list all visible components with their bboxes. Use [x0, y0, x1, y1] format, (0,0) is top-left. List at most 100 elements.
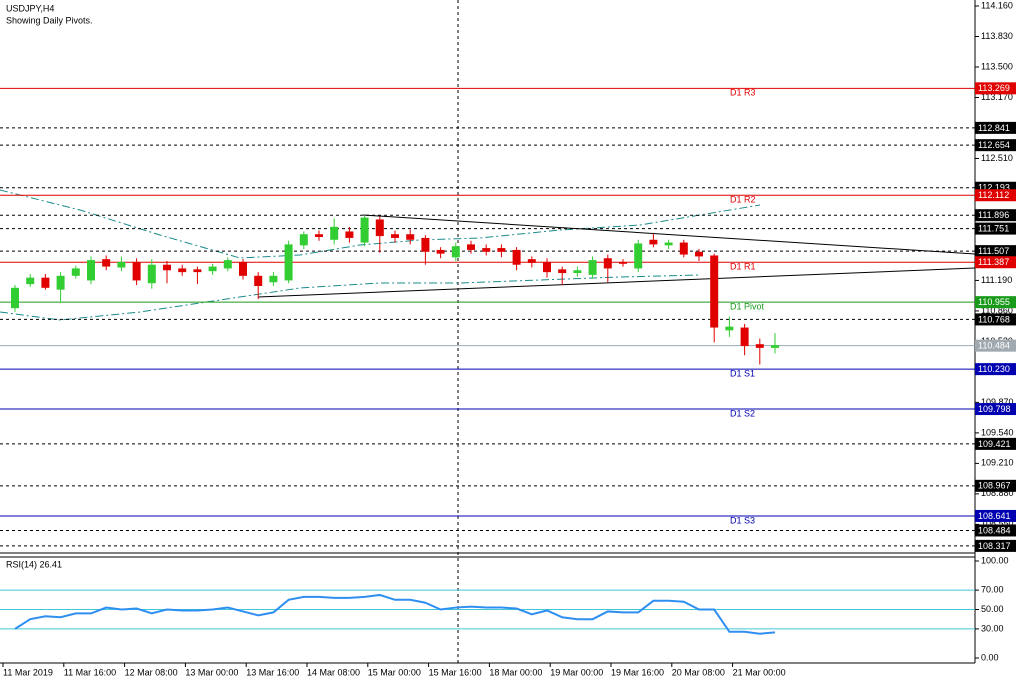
trend-line: [257, 267, 976, 298]
candle-body: [345, 231, 354, 238]
y-tick-label: 113.170: [981, 92, 1013, 102]
pivot-name: D1 S2: [730, 408, 755, 418]
x-tick-label: 15 Mar 16:00: [429, 667, 482, 677]
price-label: 110.484: [978, 341, 1010, 351]
candle-body: [117, 261, 126, 268]
price-label: 111.387: [978, 257, 1009, 267]
candle-body: [436, 249, 445, 254]
rsi-tick-label: 30.00: [981, 623, 1004, 633]
candle-body: [315, 234, 323, 237]
price-label-box: [975, 222, 1016, 235]
candle-body: [588, 260, 597, 275]
candle-body: [695, 251, 703, 257]
price-label: 110.230: [978, 364, 1010, 374]
x-tick-label: 11 Mar 16:00: [64, 667, 116, 677]
candle-body: [132, 261, 141, 281]
candle-body: [771, 345, 779, 348]
candle-body: [755, 344, 764, 348]
candle-body: [543, 261, 551, 273]
price-label-box: [975, 339, 1016, 352]
candle-body: [664, 242, 673, 246]
rsi-title: RSI(14) 26.41: [6, 559, 62, 569]
rsi-line: [14, 593, 776, 635]
price-label: 111.507: [978, 246, 1009, 256]
y-tick-label: 114.160: [981, 0, 1013, 10]
y-tick-label: 109.540: [981, 427, 1014, 437]
y-tick-label: 109.870: [981, 397, 1014, 407]
x-tick-label: 21 Mar 00:00: [733, 667, 786, 677]
candle-body: [163, 264, 171, 271]
x-tick-label: 13 Mar 00:00: [185, 667, 238, 677]
price-label-box: [975, 189, 1016, 202]
candle-body: [254, 275, 263, 286]
candle-body: [679, 242, 688, 255]
price-label: 108.317: [978, 541, 1011, 551]
price-label-box: [975, 403, 1016, 416]
price-label-box: [975, 509, 1016, 522]
y-tick-label: 109.210: [981, 458, 1014, 468]
y-tick-label: 113.830: [981, 31, 1013, 41]
candle-body: [649, 239, 658, 245]
candle-body: [710, 255, 719, 328]
y-tick-label: 111.190: [981, 275, 1012, 285]
envelope: [0, 189, 761, 259]
candle-body: [330, 226, 339, 240]
y-tick-label: 112.510: [981, 153, 1013, 163]
pivot-name: D1 Pivot: [730, 302, 765, 312]
price-label-box: [975, 524, 1016, 537]
candle-body: [482, 248, 491, 252]
candle-body: [41, 277, 50, 288]
price-label: 108.641: [978, 511, 1011, 521]
price-label: 111.751: [978, 223, 1009, 233]
x-tick-label: 12 Mar 08:00: [125, 667, 178, 677]
candle-body: [71, 268, 80, 276]
y-tick-label: 110.860: [981, 305, 1013, 315]
pivot-name: D1 S3: [730, 515, 755, 525]
price-label: 110.955: [978, 297, 1010, 307]
candle-body: [223, 260, 232, 269]
price-label: 108.484: [978, 525, 1011, 535]
candle-body: [406, 234, 415, 240]
plot-bg: [0, 0, 975, 663]
candle-body: [467, 244, 475, 250]
candle-body: [193, 269, 202, 273]
x-tick-label: 13 Mar 16:00: [246, 667, 299, 677]
pivot-name: D1 S1: [730, 369, 755, 379]
price-label: 109.421: [978, 439, 1011, 449]
price-label-box: [975, 437, 1016, 450]
candle-body: [619, 261, 627, 264]
x-tick-label: 14 Mar 08:00: [307, 667, 360, 677]
envelope: [0, 274, 701, 321]
y-tick-label: 108.550: [981, 519, 1014, 529]
price-label-box: [975, 479, 1016, 492]
candle-body: [269, 275, 278, 283]
rsi-tick-label: 100.00: [981, 555, 1009, 565]
x-tick-label: 18 Mar 00:00: [489, 667, 542, 677]
price-label: 109.798: [978, 404, 1011, 414]
price-label-box: [975, 121, 1016, 134]
price-label: 108.967: [978, 481, 1011, 491]
price-label: 112.193: [978, 183, 1010, 193]
price-label: 110.768: [978, 314, 1010, 324]
candle-body: [740, 327, 749, 347]
x-tick-label: 19 Mar 16:00: [611, 667, 664, 677]
price-label-box: [975, 539, 1016, 552]
price-label-box: [975, 363, 1016, 376]
x-tick-label: 20 Mar 08:00: [672, 667, 725, 677]
candle-body: [208, 266, 217, 272]
candle-body: [87, 260, 95, 281]
candle-body: [451, 246, 460, 258]
candle-body: [497, 248, 506, 252]
y-tick-label: 108.880: [981, 488, 1014, 498]
candle-body: [527, 259, 536, 263]
candle-body: [512, 249, 521, 265]
y-tick-label: 113.500: [981, 61, 1013, 71]
candle-body: [725, 326, 734, 331]
candle-body: [239, 261, 247, 276]
rsi-tick-label: 50.00: [981, 604, 1004, 614]
candle-body: [26, 277, 35, 285]
price-label: 112.841: [978, 123, 1010, 133]
price-label-box: [975, 82, 1016, 95]
candle-body: [634, 243, 643, 269]
